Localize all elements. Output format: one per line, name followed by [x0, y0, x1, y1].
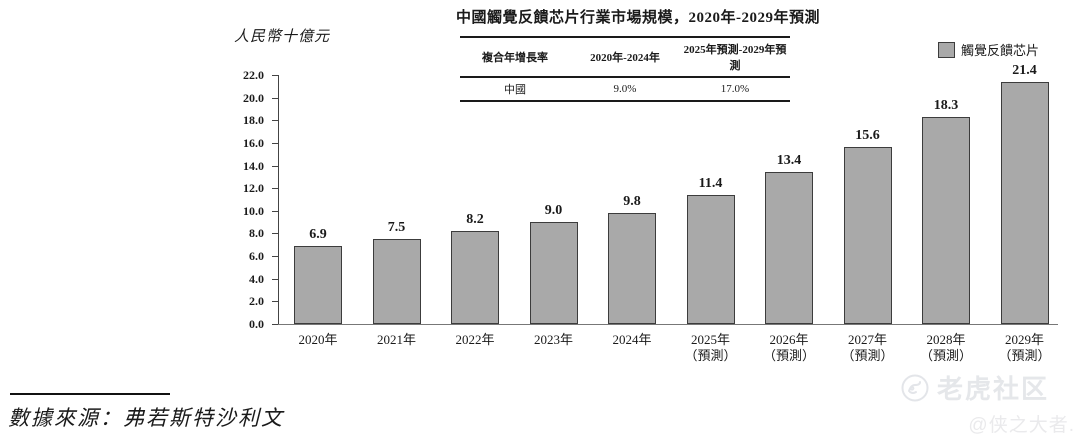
- y-axis-tick: [272, 97, 278, 99]
- y-axis-unit-label: 人民幣十億元: [234, 29, 331, 45]
- cagr-table-cell: 中國: [504, 84, 526, 96]
- y-axis-tick-label: 10.0: [243, 203, 264, 218]
- bar-value-label: 11.4: [698, 175, 723, 191]
- y-axis-tick-label: 14.0: [243, 158, 264, 173]
- watermark-brand: 老虎社区: [937, 374, 1050, 404]
- y-axis-tick: [272, 142, 278, 144]
- y-axis-tick: [272, 301, 278, 303]
- x-axis-category-label: 2024年: [612, 332, 652, 347]
- y-axis-tick: [272, 233, 278, 235]
- bar-value-label: 18.3: [933, 97, 959, 113]
- y-axis-tick-label: 18.0: [243, 113, 264, 128]
- bar-2029年: [1000, 81, 1049, 324]
- bar-value-label: 8.2: [466, 212, 484, 228]
- bar-2021年: [372, 239, 421, 324]
- watermark-author: @侠之大者.: [968, 415, 1075, 436]
- bar-2020年: [294, 245, 342, 324]
- y-axis-tick-label: 12.0: [243, 181, 264, 196]
- legend-swatch-icon: [938, 41, 955, 58]
- bar-2023年: [529, 222, 578, 324]
- x-axis-category-label: 2029年 （預測）: [998, 332, 1051, 363]
- y-axis-tick: [272, 120, 278, 122]
- cagr-header-cell: 複合年增長率: [482, 52, 548, 64]
- y-axis-tick: [272, 75, 278, 76]
- bar-2027年: [843, 147, 892, 324]
- cagr-table-row: 中國 9.0% 17.0%: [460, 77, 790, 101]
- bar-2022年: [451, 231, 499, 324]
- x-axis-category-label: 2021年: [376, 332, 416, 347]
- y-axis-tick: [272, 165, 278, 167]
- y-axis-tick-label: 0.0: [249, 317, 264, 331]
- bar-value-label: 7.5: [387, 220, 406, 236]
- watermark: 老虎社区: [901, 369, 1049, 406]
- y-axis-tick-label: 22.0: [243, 68, 264, 82]
- y-axis-tick-label: 16.0: [243, 135, 264, 150]
- data-source: 數據來源：弗若斯特沙利文: [8, 406, 284, 430]
- y-axis-tick-label: 20.0: [243, 90, 264, 105]
- y-axis-tick-label: 2.0: [249, 294, 264, 309]
- bar-2026年: [765, 172, 813, 324]
- bar-value-label: 21.4: [1012, 62, 1037, 78]
- y-axis-tick: [272, 188, 278, 190]
- legend: 觸覺反饋芯片: [938, 40, 1039, 59]
- cagr-table: 複合年增長率 2020年-2024年 2025年預測-2029年預測 中國 9.0% 1…: [460, 36, 790, 102]
- tiger-logo-icon: [901, 374, 929, 401]
- y-axis-tick-label: 8.0: [249, 226, 264, 241]
- chart-title: 中國觸覺反饋芯片行業市場規模，2020年-2029年預測: [456, 10, 820, 26]
- cagr-header-cell: 2020年-2024年: [590, 52, 660, 64]
- x-axis-category-label: 2023年: [533, 332, 573, 347]
- x-axis-category-label: 2028年 （預測）: [919, 332, 972, 363]
- y-axis: [278, 75, 279, 324]
- x-axis-category-label: 2027年 （預測）: [841, 332, 894, 363]
- cagr-table-cell: 9.0%: [613, 83, 637, 95]
- y-axis-tick: [272, 278, 278, 280]
- bar-2025年: [686, 194, 735, 324]
- x-axis-category-label: 2026年 （預測）: [762, 332, 815, 363]
- y-axis-tick: [272, 210, 278, 212]
- bar-2024年: [608, 213, 656, 324]
- cagr-table-cell: 17.0%: [720, 83, 750, 95]
- bar-2028年: [922, 116, 970, 324]
- bar-value-label: 9.8: [623, 194, 641, 210]
- legend-label: 觸覺反饋芯片: [961, 43, 1040, 58]
- y-axis-tick-label: 4.0: [249, 271, 264, 286]
- x-axis-category-label: 2022年: [455, 332, 495, 347]
- bar-value-label: 9.0: [544, 203, 563, 219]
- y-axis-tick: [272, 324, 278, 325]
- source-divider: [10, 393, 170, 395]
- x-axis-category-label: 2025年 （預測）: [684, 332, 737, 363]
- cagr-header-cell: 2025年預測-2029年預測: [683, 44, 787, 72]
- y-axis-tick-label: 6.0: [249, 249, 264, 264]
- x-axis-category-label: 2020年: [298, 332, 338, 347]
- bar-value-label: 6.9: [309, 226, 327, 242]
- bar-value-label: 13.4: [776, 153, 802, 169]
- bar-value-label: 15.6: [855, 128, 880, 144]
- x-axis: [278, 324, 1058, 325]
- cagr-table-header-row: 複合年增長率 2020年-2024年 2025年預測-2029年預測: [460, 37, 790, 77]
- y-axis-tick: [272, 256, 278, 258]
